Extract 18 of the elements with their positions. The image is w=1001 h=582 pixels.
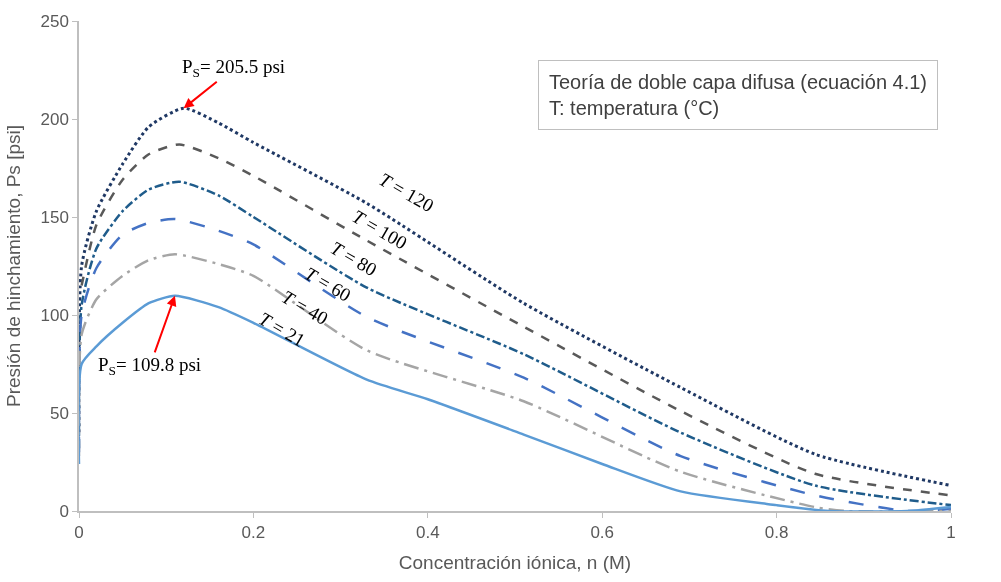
annotation: P$_{S}$= 109.8 psi xyxy=(98,354,202,378)
x-tick-label: 0.2 xyxy=(241,523,266,543)
y-tick-label: 100 xyxy=(40,305,69,325)
y-tick-label: 200 xyxy=(40,109,69,129)
y-tick-label: 250 xyxy=(40,11,69,31)
x-tick-label: 0.6 xyxy=(590,523,615,543)
y-axis-title: Presión de hinchamiento, Ps [psi] xyxy=(2,125,24,407)
x-tick-label: 1 xyxy=(946,523,956,543)
x-tick-label: 0.8 xyxy=(764,523,789,543)
x-tick-label: 0.4 xyxy=(415,523,440,543)
annotation: P$_{S}$= 205.5 psi xyxy=(182,56,286,80)
x-tick-label: 0 xyxy=(74,523,84,543)
y-tick-label: 50 xyxy=(49,403,69,423)
annotation: Teoría de doble capa difusa (ecuación 4.1) xyxy=(549,71,928,93)
annotation: T: temperatura (°C) xyxy=(549,97,720,119)
x-axis-title: Concentración iónica, n (M) xyxy=(398,552,632,574)
y-tick-label: 0 xyxy=(59,501,69,521)
y-tick-label: 150 xyxy=(40,207,69,227)
